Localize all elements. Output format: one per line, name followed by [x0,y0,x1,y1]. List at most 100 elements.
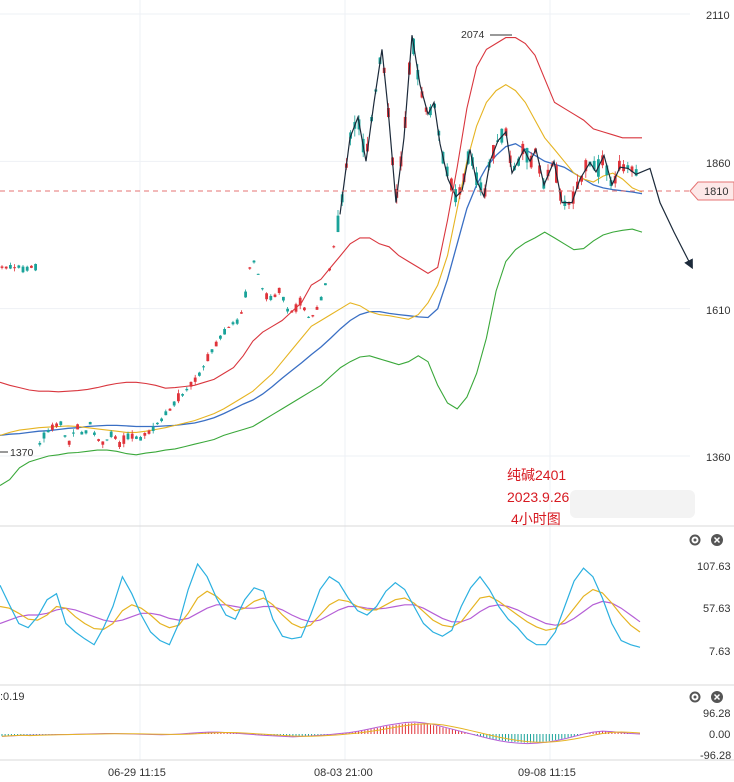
macd-value-label: :0.19 [0,691,24,703]
candle-body [177,393,180,402]
candle-body [269,295,273,300]
candle-body [315,307,319,310]
candle-body [25,266,29,271]
candle-body [189,381,193,387]
bollinger-bands [0,37,643,486]
candle-body [324,283,327,286]
candle-body [34,263,37,271]
candle-body [130,433,134,439]
candle-body [185,388,189,391]
macd-tick-zero: 0.00 [709,729,730,741]
candle-body [97,439,100,441]
candle-body [55,423,58,427]
candle-body [240,312,243,314]
candle-body [546,169,550,177]
candle-body [303,307,306,311]
candle-body [172,401,176,406]
candle-body [273,294,277,297]
candle-body [76,424,79,430]
candle-body [231,322,235,325]
candle-body [72,432,75,434]
candle-body [538,165,541,174]
candle-body [88,422,92,425]
candle-body [567,202,571,205]
candle-body [63,435,67,437]
candle-body [332,246,336,248]
ma-blue-line [0,142,643,437]
candle-body [580,175,583,182]
osc-yellow-line [0,588,641,633]
candle-body [521,143,525,155]
candle-body [80,431,84,435]
current-price-tag [689,181,734,201]
candle-body [630,166,634,173]
candle-body [93,432,96,435]
candle-body [248,267,252,269]
candle-body [584,160,588,172]
candle-body [475,172,478,186]
candle-body [311,315,315,317]
time-label-1: 06-29 11:15 [108,767,166,779]
candle-body [605,165,609,176]
osc-settings-icon[interactable] [689,534,701,546]
candle-body [290,310,294,313]
candle-body [294,304,298,312]
candle-body [429,106,432,116]
candle-body [307,316,310,318]
candle-body [592,160,596,170]
macd-settings-icon[interactable] [689,691,701,703]
candle-body [13,267,16,269]
candle-body [618,160,621,170]
candle-body [479,182,483,193]
candle-body [0,266,4,268]
candle-body [336,215,340,233]
candle-body [214,341,218,347]
candle-body [147,430,151,434]
candle-body [529,155,533,168]
candle-body [265,293,268,300]
candle-body [46,430,50,433]
ma-yellow-line [0,84,643,436]
candle-body [168,408,172,411]
blurred-watermark [570,490,695,518]
osc-tick-high: 107.63 [697,561,731,573]
macd-signal-line [1,723,641,743]
candle-body [114,436,117,439]
candle-body [202,366,205,368]
candle-body [30,265,33,268]
candle-body [164,411,168,416]
low-marker-label: 1370 [10,447,34,459]
candle-body [450,178,453,191]
candle-body [328,268,331,271]
candle-body [244,291,247,298]
candle-body [38,442,42,445]
price-panel: 2074 1370 纯碱2401 2023.9.26 4小时图 [0,29,695,527]
annotation-timeframe: 4小时图 [511,511,561,527]
candle-body [445,166,449,177]
osc-tick-low: 7.63 [709,646,730,658]
candle-body [319,296,323,301]
candle-body [252,260,256,263]
candle-body [122,435,126,444]
macd-tick-low: -96.28 [700,750,731,762]
candle-body [198,372,201,376]
osc-cyan-line [0,562,641,648]
candle-body [210,349,214,353]
price-tick-2110: 2110 [706,10,730,22]
candle-body [51,424,54,430]
osc-tick-mid: 57.63 [703,603,731,615]
candle-body [298,297,302,306]
high-marker-label: 2074 [461,29,485,41]
macd-close-icon[interactable] [711,691,723,703]
candle-body [286,308,289,312]
time-label-3: 09-08 11:15 [518,767,576,779]
candle-body [151,426,155,432]
candle-body [126,433,130,440]
moving-averages [0,84,643,437]
candle-body [601,155,604,166]
price-axis: 2110 1860 1610 1360 1810 [689,10,734,464]
price-grid [0,0,690,760]
osc-close-icon[interactable] [711,534,723,546]
lower-band-line [0,228,643,486]
